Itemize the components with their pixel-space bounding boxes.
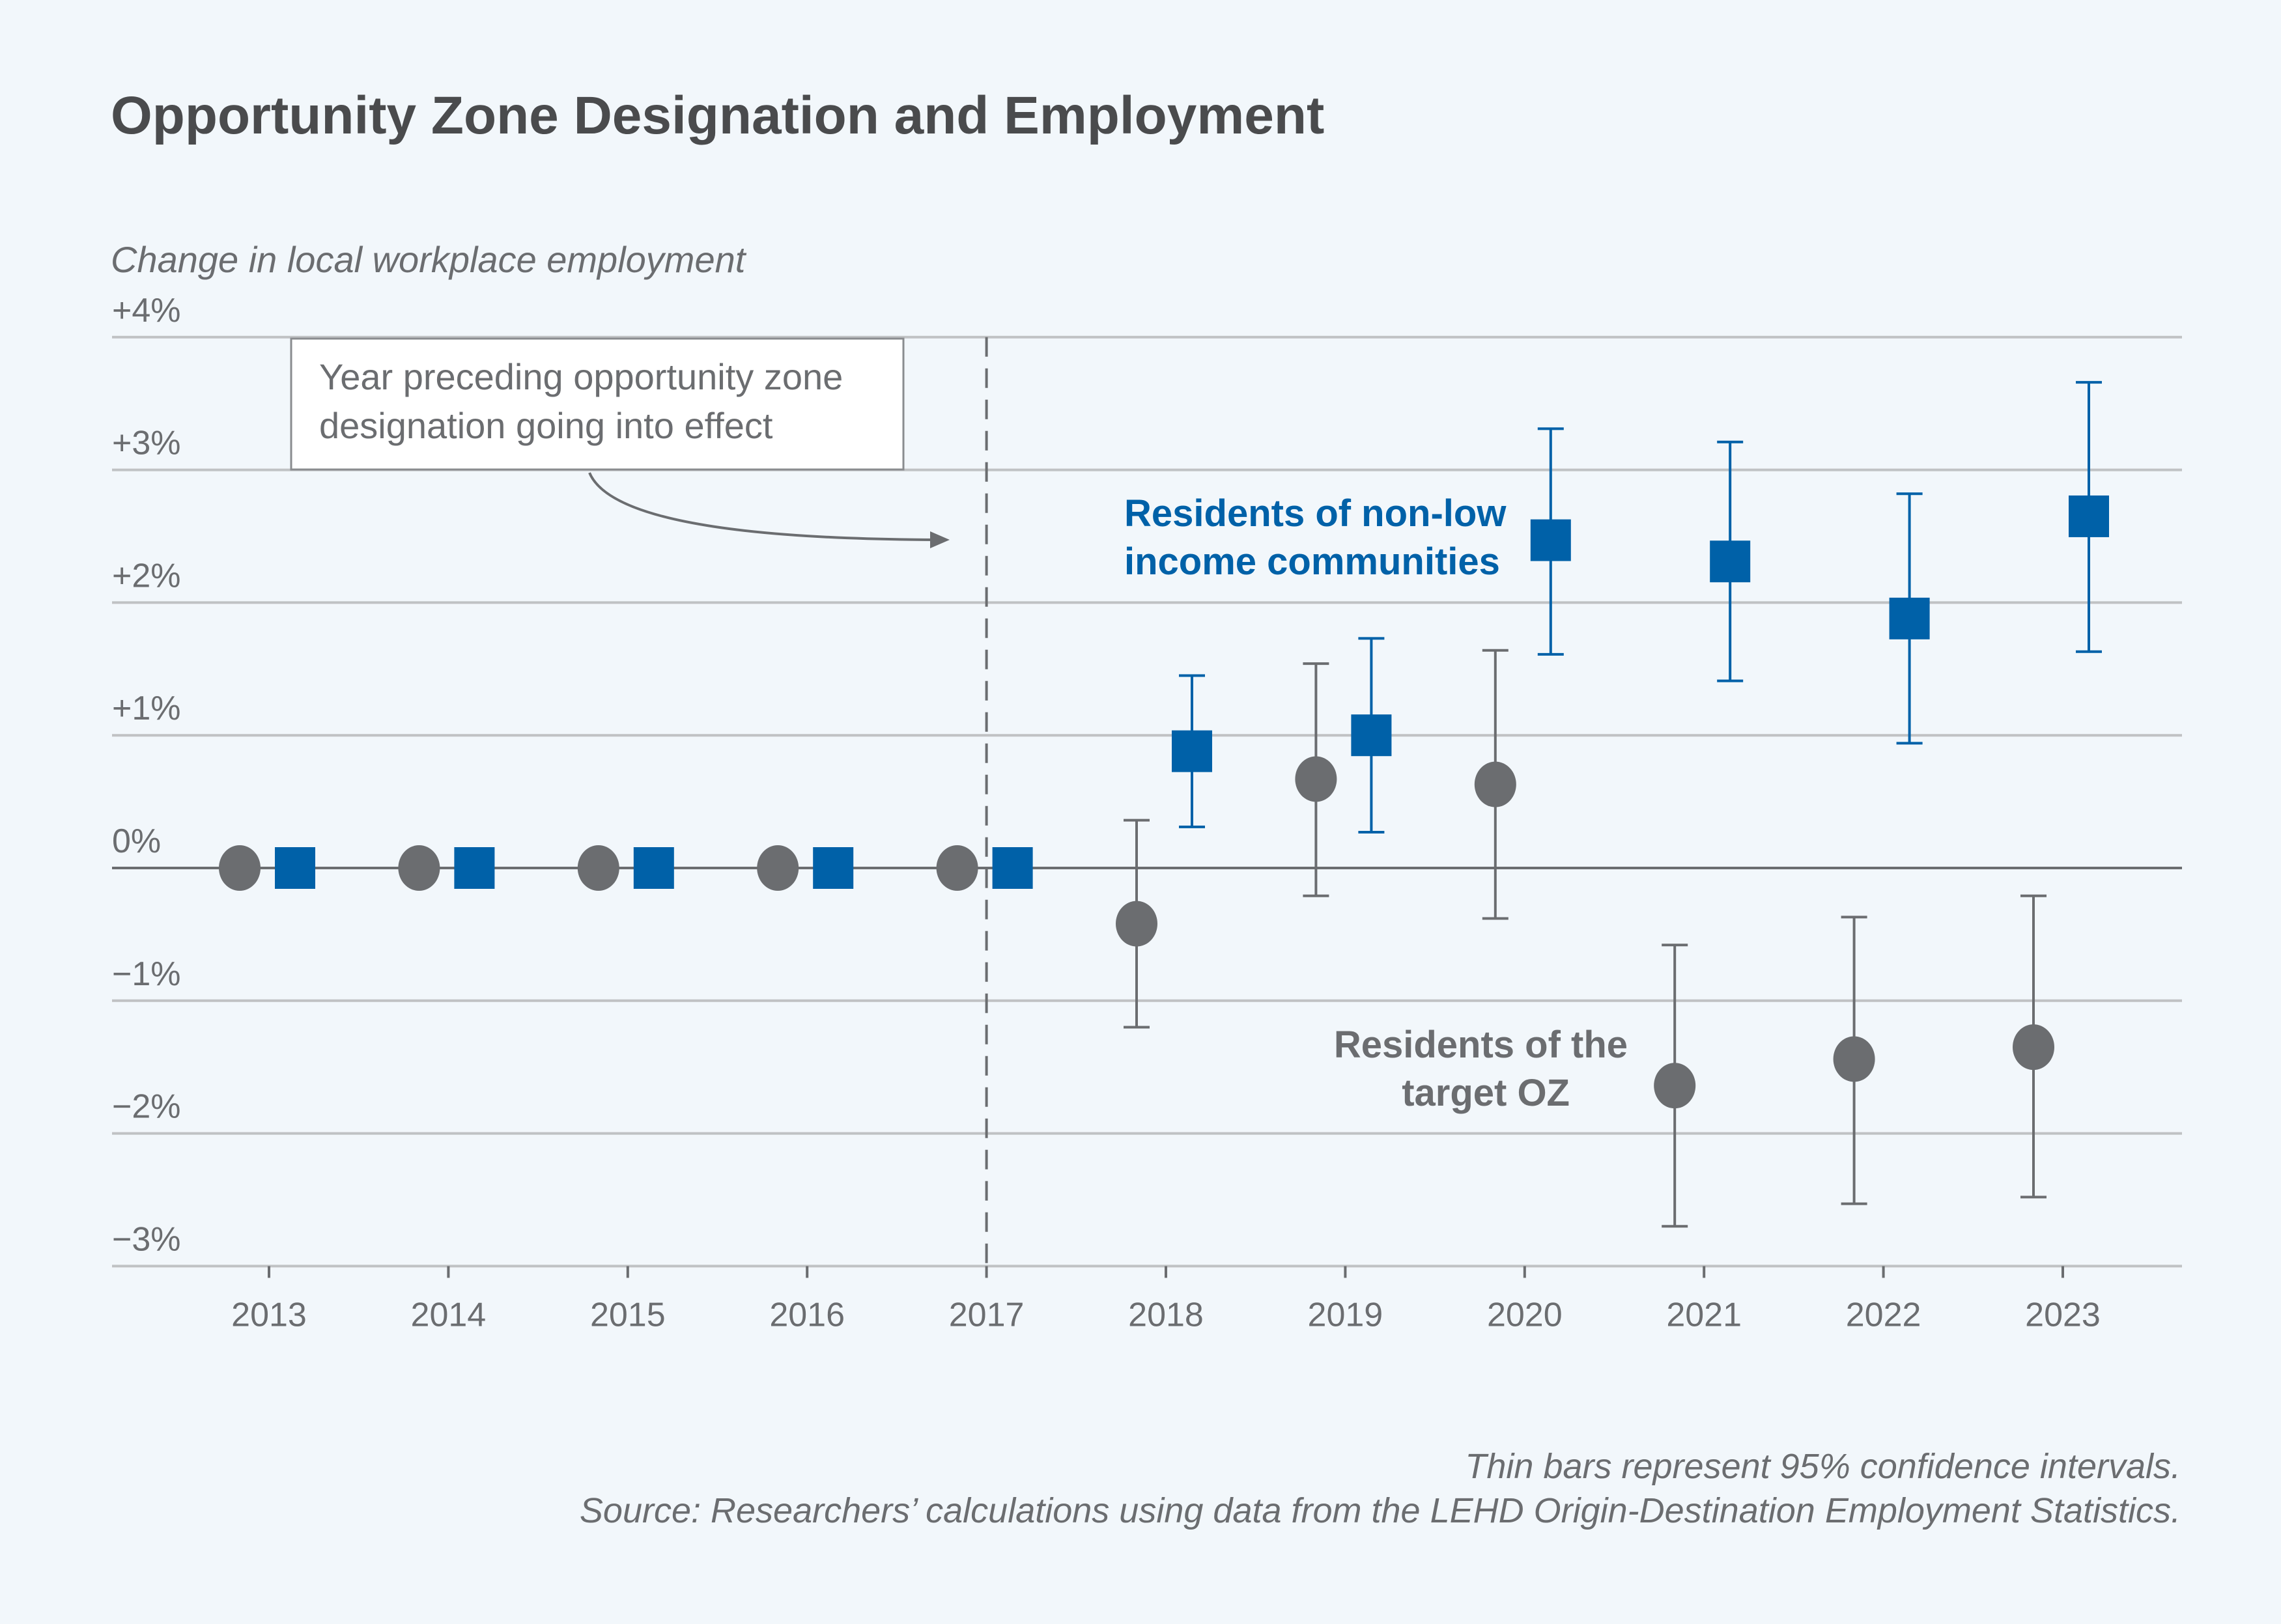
series-label-blue-2: income communities	[1124, 540, 1500, 583]
data-point-circle	[1474, 761, 1516, 807]
note-ci: Thin bars represent 95% confidence inter…	[1465, 1447, 2181, 1486]
data-point-circle	[936, 845, 978, 891]
data-point-square	[813, 847, 854, 889]
annotation-box	[290, 337, 905, 471]
data-point-circle	[398, 845, 440, 891]
data-point-square	[1351, 714, 1392, 757]
x-tick-label: 2016	[769, 1296, 845, 1334]
y-tick-label: 0%	[112, 822, 161, 860]
y-tick-label: −2%	[112, 1088, 181, 1126]
y-axis-label: Change in local workplace employment	[111, 239, 747, 280]
annotation-line-2: designation going into effect	[319, 405, 773, 446]
x-tick-label: 2015	[590, 1296, 666, 1334]
x-tick-label: 2022	[1846, 1296, 1921, 1334]
data-point-square	[1889, 597, 1930, 639]
data-point-circle	[1116, 901, 1157, 947]
series-label-blue-1: Residents of non-low	[1124, 492, 1507, 535]
y-tick-label: +2%	[112, 557, 181, 595]
data-point-square	[275, 847, 315, 889]
chart-title: Opportunity Zone Designation and Employm…	[111, 86, 1324, 145]
y-tick-label: −1%	[112, 955, 181, 993]
x-tick-label: 2019	[1308, 1296, 1383, 1334]
data-point-circle	[219, 845, 261, 891]
annotation: Year preceding opportunity zone designat…	[290, 337, 950, 548]
data-marks	[219, 381, 2109, 1228]
data-point-square	[992, 847, 1033, 889]
data-point-square	[1710, 540, 1751, 583]
y-tick-label: +4%	[112, 292, 181, 329]
gridlines	[112, 335, 2182, 1268]
x-tick-labels: 2013 2014 2015 2016 2017 2018 2019 2020 2021 2022…	[231, 1266, 2101, 1334]
data-point-square	[633, 847, 674, 889]
x-tick-label: 2020	[1487, 1296, 1563, 1334]
arrow-head-icon	[930, 531, 950, 548]
x-tick-label: 2023	[2025, 1296, 2101, 1334]
data-point-square	[1530, 519, 1571, 561]
series-label-grey-1: Residents of the	[1334, 1024, 1628, 1066]
annotation-arrow	[588, 472, 939, 541]
y-tick-label: −3%	[112, 1220, 181, 1258]
y-tick-labels: +4% +3% +2% +1% 0% −1% −2% −3%	[112, 292, 181, 1259]
data-point-circle	[1295, 756, 1337, 802]
series-label-grey-2: target OZ	[1402, 1072, 1570, 1114]
annotation-line-1: Year preceding opportunity zone	[319, 356, 843, 397]
data-point-circle	[1654, 1063, 1696, 1109]
data-point-square	[454, 847, 495, 889]
note-source: Source: Researchers’ calculations using …	[580, 1491, 2181, 1530]
y-tick-label: +3%	[112, 425, 181, 462]
x-tick-label: 2017	[949, 1296, 1025, 1334]
data-point-circle	[757, 845, 799, 891]
y-tick-label: +1%	[112, 690, 181, 727]
data-point-square	[2069, 495, 2109, 537]
x-tick-label: 2014	[411, 1296, 487, 1334]
data-point-circle	[1833, 1036, 1875, 1082]
data-point-circle	[2013, 1024, 2054, 1071]
data-point-circle	[577, 845, 619, 891]
x-tick-label: 2013	[231, 1296, 307, 1334]
data-point-square	[1172, 730, 1212, 772]
x-tick-label: 2021	[1666, 1296, 1742, 1334]
x-tick-label: 2018	[1128, 1296, 1204, 1334]
